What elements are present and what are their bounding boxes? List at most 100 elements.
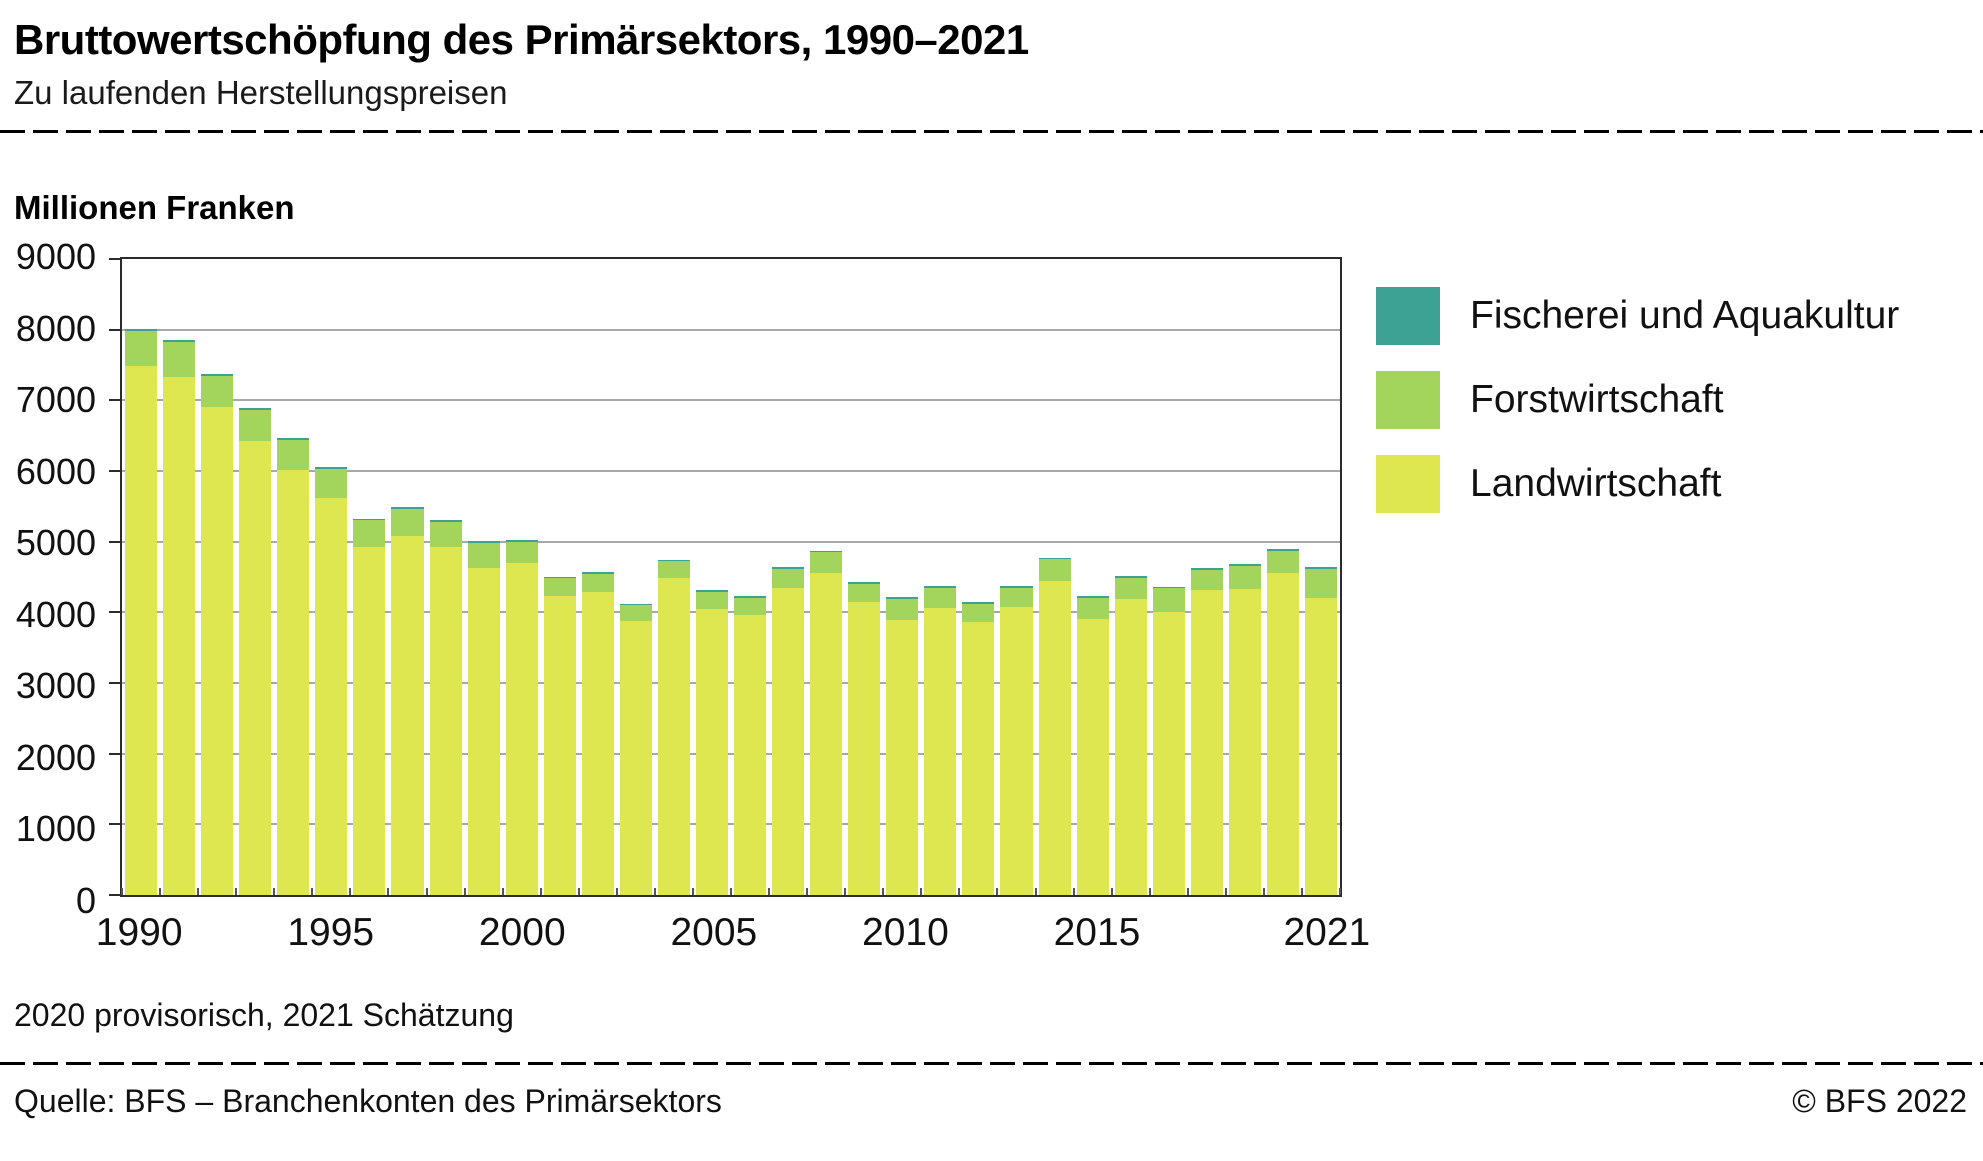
legend-swatch-icon bbox=[1376, 287, 1440, 345]
bar-segment-fischerei-und-aquakultur bbox=[277, 438, 310, 440]
bar-segment-fischerei-und-aquakultur bbox=[1266, 549, 1299, 551]
bar-segment-fischerei-und-aquakultur bbox=[810, 550, 843, 553]
bar-segment-landwirtschaft bbox=[391, 536, 424, 895]
bar-segment-forstwirtschaft bbox=[315, 468, 348, 498]
x-tick-mark bbox=[1300, 888, 1303, 895]
bar-2018 bbox=[1188, 259, 1226, 895]
bar-segment-forstwirtschaft bbox=[163, 341, 196, 378]
bar-segment-fischerei-und-aquakultur bbox=[695, 590, 728, 592]
gridline bbox=[122, 682, 1340, 684]
x-tick-mark bbox=[653, 888, 656, 895]
bar-segment-landwirtschaft bbox=[1304, 598, 1337, 895]
bar-segment-landwirtschaft bbox=[467, 567, 500, 895]
bar-segment-fischerei-und-aquakultur bbox=[1190, 568, 1223, 570]
bar-2008 bbox=[807, 259, 845, 895]
bar-segment-forstwirtschaft bbox=[924, 587, 957, 609]
x-tick-mark bbox=[844, 888, 847, 895]
bar-segment-landwirtschaft bbox=[581, 591, 614, 895]
y-tick-mark bbox=[109, 470, 122, 472]
bar-segment-forstwirtschaft bbox=[734, 597, 767, 616]
plot-column: 1990 1995 2000 2005 2010 2015 2021 bbox=[96, 257, 1370, 967]
bar-segment-fischerei-und-aquakultur bbox=[1228, 563, 1261, 566]
legend-label: Forstwirtschaft bbox=[1470, 378, 1724, 421]
bar-segment-fischerei-und-aquakultur bbox=[1000, 585, 1033, 588]
bar-segment-forstwirtschaft bbox=[1304, 569, 1337, 599]
x-tick-label-2000: 2000 bbox=[478, 911, 566, 954]
bar-segment-fischerei-und-aquakultur bbox=[543, 576, 576, 579]
bar-segment-landwirtschaft bbox=[1152, 611, 1185, 895]
bar-segment-forstwirtschaft bbox=[353, 520, 386, 547]
bar-segment-landwirtschaft bbox=[657, 578, 690, 895]
y-tick-label: 5000 bbox=[15, 522, 96, 564]
bar-segment-landwirtschaft bbox=[734, 615, 767, 895]
gridline bbox=[122, 328, 1340, 331]
x-tick-mark bbox=[501, 888, 504, 895]
y-tick-mark bbox=[109, 823, 122, 826]
legend-item: Landwirtschaft bbox=[1376, 455, 1899, 513]
y-tick-label: 1000 bbox=[15, 808, 96, 850]
y-tick-label: 3000 bbox=[15, 665, 96, 707]
x-tick-mark bbox=[539, 888, 542, 895]
y-tick-label: 0 bbox=[75, 880, 96, 921]
bar-segment-landwirtschaft bbox=[239, 440, 272, 895]
bar-segment-fischerei-und-aquakultur bbox=[467, 541, 500, 544]
bar-1991 bbox=[160, 259, 198, 895]
bar-1995 bbox=[312, 259, 350, 895]
x-tick-mark bbox=[197, 888, 200, 895]
bar-segment-fischerei-und-aquakultur bbox=[581, 572, 614, 575]
x-tick-mark bbox=[920, 888, 923, 895]
x-tick-mark bbox=[615, 888, 618, 895]
bar-segment-forstwirtschaft bbox=[467, 543, 500, 568]
y-tick-mark bbox=[109, 752, 122, 755]
bar-2015 bbox=[1074, 259, 1112, 895]
gridline bbox=[122, 399, 1340, 402]
bar-segment-fischerei-und-aquakultur bbox=[962, 602, 995, 604]
bar-segment-forstwirtschaft bbox=[1152, 588, 1185, 612]
bar-segment-forstwirtschaft bbox=[581, 574, 614, 592]
gridline bbox=[122, 540, 1340, 543]
bar-segment-fischerei-und-aquakultur bbox=[1152, 586, 1185, 589]
bar-segment-landwirtschaft bbox=[163, 377, 196, 895]
bar-segment-landwirtschaft bbox=[429, 547, 462, 895]
bar-2016 bbox=[1112, 259, 1150, 895]
bar-1990 bbox=[122, 259, 160, 895]
x-tick-mark bbox=[996, 888, 999, 895]
y-tick-label: 7000 bbox=[15, 379, 96, 421]
legend-swatch-icon bbox=[1376, 455, 1440, 513]
bar-segment-landwirtschaft bbox=[772, 587, 805, 895]
bar-segment-fischerei-und-aquakultur bbox=[734, 595, 767, 598]
bar-1997 bbox=[388, 259, 426, 895]
bars-container bbox=[122, 259, 1340, 895]
bar-segment-forstwirtschaft bbox=[1038, 559, 1071, 582]
bar-segment-fischerei-und-aquakultur bbox=[619, 603, 652, 606]
bar-segment-forstwirtschaft bbox=[848, 584, 881, 603]
gridline bbox=[122, 470, 1340, 472]
bar-segment-fischerei-und-aquakultur bbox=[239, 408, 272, 411]
bar-segment-landwirtschaft bbox=[810, 572, 843, 895]
x-tick-mark bbox=[159, 888, 162, 895]
bar-segment-landwirtschaft bbox=[505, 562, 538, 895]
copyright-text: © BFS 2022 bbox=[1792, 1083, 1967, 1119]
x-tick-mark bbox=[1186, 888, 1189, 895]
x-tick-mark bbox=[1034, 888, 1037, 895]
bar-segment-fischerei-und-aquakultur bbox=[201, 373, 234, 376]
x-tick-mark bbox=[768, 888, 771, 895]
bar-2010 bbox=[883, 259, 921, 895]
bar-segment-landwirtschaft bbox=[886, 620, 919, 895]
bar-segment-forstwirtschaft bbox=[1076, 598, 1109, 620]
bar-segment-landwirtschaft bbox=[1076, 619, 1109, 895]
bar-segment-fischerei-und-aquakultur bbox=[848, 582, 881, 585]
y-tick-mark bbox=[109, 258, 122, 260]
bar-segment-forstwirtschaft bbox=[277, 439, 310, 470]
bar-1994 bbox=[274, 259, 312, 895]
x-tick-mark bbox=[1110, 888, 1113, 895]
y-tick-mark bbox=[109, 682, 122, 684]
bar-segment-forstwirtschaft bbox=[125, 331, 158, 367]
separator-top bbox=[0, 130, 1983, 133]
bar-segment-forstwirtschaft bbox=[543, 578, 576, 597]
bar-segment-landwirtschaft bbox=[962, 621, 995, 895]
bar-2003 bbox=[617, 259, 655, 895]
bar-segment-fischerei-und-aquakultur bbox=[1114, 575, 1147, 578]
y-tick-label: 9000 bbox=[15, 236, 96, 277]
bar-segment-fischerei-und-aquakultur bbox=[505, 539, 538, 542]
